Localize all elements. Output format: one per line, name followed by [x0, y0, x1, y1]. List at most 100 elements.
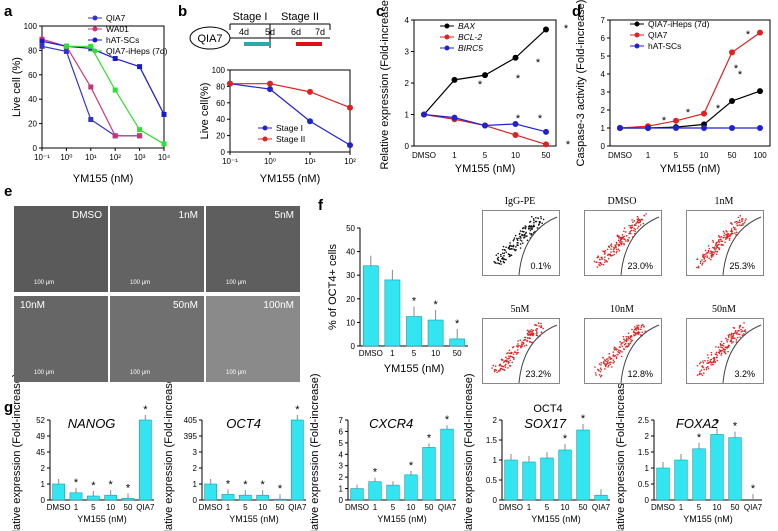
bar-5 — [692, 448, 706, 501]
data-point — [137, 64, 143, 70]
xtick-label: 1 — [74, 503, 79, 512]
xtick-label: 50 — [124, 503, 133, 512]
stage-schematic: QIA7 Stage I Stage II 4d 5d 6d 7d — [189, 11, 331, 50]
data-point — [88, 84, 94, 90]
data-point — [39, 38, 45, 44]
data-point — [757, 88, 763, 95]
bar-10 — [710, 434, 724, 501]
legend-marker — [262, 136, 268, 142]
bar-5 — [86, 495, 100, 501]
bar-10 — [256, 494, 270, 501]
significance-star: * — [433, 299, 438, 311]
significance-star: * — [295, 404, 300, 416]
legend-marker — [262, 125, 268, 131]
bar-1 — [674, 459, 688, 501]
xtick-label: 10¹ — [304, 157, 316, 166]
xtick-label: 10⁻¹ — [222, 157, 238, 166]
legend-label: BIRC5 — [458, 43, 483, 53]
micrograph-50nm: 50nM 100 μm — [110, 296, 204, 382]
significance-star: * — [516, 113, 521, 125]
significance-star: * — [733, 421, 738, 433]
stage1-label: Stage I — [233, 11, 268, 23]
xtick-label: QIA7 — [592, 503, 611, 512]
significance-star: * — [662, 115, 667, 127]
scale-bar-label: 100 μm — [34, 370, 55, 376]
chart-g1-ytick-label: 0 — [41, 496, 46, 505]
scatter-points — [491, 322, 558, 383]
xtick-label: 1 — [452, 151, 457, 160]
chart-g2-ytick-label: 2 — [193, 464, 198, 473]
significance-star: * — [143, 404, 148, 416]
xtick-label: 10³ — [134, 153, 146, 162]
xtick-label: DMSO — [345, 503, 369, 512]
xtick-label: DMSO — [499, 503, 523, 512]
series-line-hAT-SCs — [41, 40, 165, 115]
xtick-label: DMSO — [199, 503, 223, 512]
significance-star: * — [455, 318, 460, 330]
legend-label: BCL-2 — [458, 32, 482, 42]
xtick-label: 10 — [431, 349, 440, 358]
data-point — [757, 125, 763, 131]
chart-c-ytick-label: 4 — [405, 16, 410, 25]
chart-g5-ylabel: Relative expression (Fold-increase) — [615, 373, 627, 531]
chart-d-ytick-label: 1 — [601, 124, 606, 133]
legend-marker — [444, 45, 450, 51]
chart-b-xlabel: YM155 (nM) — [260, 173, 321, 185]
xtick-label: 50 — [731, 503, 740, 512]
legend-marker — [92, 48, 98, 54]
chart-g3-ytick-label: 6 — [339, 427, 344, 436]
data-point — [161, 111, 167, 117]
significance-star: * — [445, 414, 450, 426]
chart-a-ytick-label: 80 — [28, 46, 37, 55]
chart-g5-ytick-label: 2.5 — [638, 416, 650, 425]
data-point — [112, 133, 118, 139]
t-4d: 4d — [239, 27, 249, 37]
legend-marker — [634, 32, 640, 38]
chart-b-ylabel: Live cell(%) — [199, 83, 211, 140]
chart-a-xlabel: YM155 (nM) — [73, 173, 134, 185]
significance-star: * — [109, 479, 114, 491]
micrograph-label: DMSO — [72, 210, 102, 221]
xtick-label: 10⁰ — [264, 157, 276, 166]
chart-b-ytick-label: 100 — [212, 66, 226, 75]
xtick-label: DMSO — [359, 349, 383, 358]
chart-b-ytick-label: 80 — [216, 82, 225, 91]
chart-f-xlabel: YM155 (nM) — [384, 363, 445, 375]
chart-d-ytick-label: 4 — [601, 70, 606, 79]
chart-a-ytick-label: 60 — [28, 71, 37, 80]
stage2-bar — [296, 42, 322, 46]
xtick-label: DMSO — [608, 151, 632, 160]
chart-title: FOXA2 — [676, 416, 719, 431]
chart-c-ytick-label: 1 — [405, 111, 410, 120]
chart-d-ytick-label: 3 — [601, 88, 606, 97]
chart-g5-ytick-label: 0.5 — [638, 480, 650, 489]
xtick-label: 10² — [344, 157, 356, 166]
bar-QIA7 — [594, 494, 608, 501]
chart-g2-ytick-label: 1 — [193, 480, 198, 489]
significance-star: * — [74, 477, 79, 489]
bar-1 — [368, 481, 382, 501]
chart-a-ytick-label: 20 — [28, 120, 37, 129]
xtick-label: 5 — [674, 151, 679, 160]
chart-g1-xlabel: YM155 (nM) — [77, 514, 127, 524]
chart-g4-ytick-label: 1.5 — [486, 436, 498, 445]
bar-DMSO — [350, 488, 364, 501]
micrograph-1nm: 1nM 100 μm — [110, 206, 204, 292]
chart-b-ytick-label: 60 — [216, 99, 225, 108]
significance-star: * — [716, 103, 721, 115]
chart-g5-ytick-label: 0 — [645, 496, 650, 505]
bar-50 — [273, 498, 287, 501]
xtick-label: 5 — [243, 503, 248, 512]
chart-g4: 0 0.5 1 1.5 2 DMSO 1 5 10 * 50 * QIA7 SOX17 Relative e… — [463, 373, 611, 531]
bar-50 — [576, 429, 590, 501]
chart-d: 0 1 2 3 4 5 6 7 DMSO 1 5 10 50 100 Caspase-3 activity … — [575, 0, 771, 175]
xtick-label: 10² — [109, 153, 121, 162]
chart-f-ytick-label: 30 — [346, 271, 355, 280]
chart-c-ytick-label: 3 — [405, 48, 410, 57]
bar-1 — [69, 492, 83, 501]
data-point — [63, 48, 69, 54]
flow-title-5nm: 5nM — [510, 304, 530, 315]
